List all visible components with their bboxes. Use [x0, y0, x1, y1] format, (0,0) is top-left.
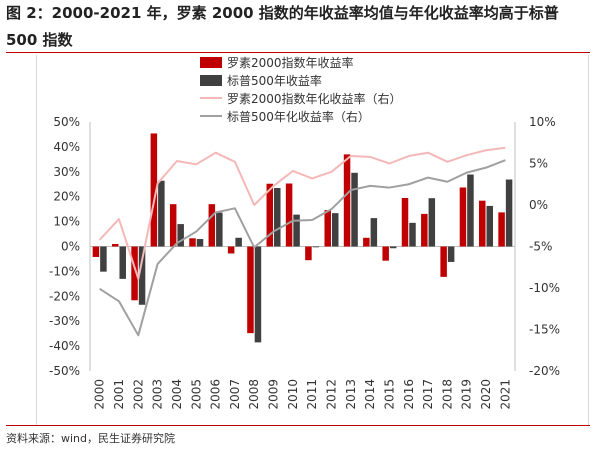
source-note: 资料来源：wind，民生证券研究院: [6, 432, 176, 445]
legend-label: 标普500年化收益率（右）: [227, 109, 370, 124]
right-tick-label: 5%: [529, 157, 548, 171]
x-tick-label: 2013: [344, 379, 358, 410]
sp500-bar: [216, 212, 223, 247]
sp500-bar: [138, 246, 146, 305]
legend-label: 标普500年收益率: [227, 73, 322, 88]
x-tick-label: 2015: [382, 379, 396, 410]
left-tick-label: 40%: [53, 140, 80, 154]
sp500-bar: [235, 237, 242, 247]
left-tick-label: 10%: [53, 215, 80, 229]
russell-bar: [479, 200, 486, 247]
x-tick-label: 2002: [131, 379, 145, 410]
legend-russell-bar-swatch: [200, 57, 222, 68]
right-tick-label: -10%: [529, 281, 560, 295]
right-tick-label: -20%: [529, 364, 560, 378]
x-tick-label: 2019: [460, 379, 474, 410]
footer-divider: [6, 425, 590, 426]
left-tick-label: -20%: [49, 289, 80, 303]
x-tick-label: 2010: [286, 379, 300, 410]
russell-bar: [421, 213, 428, 247]
sp500-bar: [351, 172, 358, 247]
sp500-bar: [447, 246, 455, 262]
russell-bar: [131, 246, 138, 301]
sp500-bar: [331, 213, 339, 247]
russell-annualized-line: [98, 146, 506, 280]
russell-bar: [111, 244, 119, 247]
russell-bar: [247, 246, 254, 334]
chart-title: 图 2：2000-2021 年，罗素 2000 指数的年收益率均值与年化收益率均…: [6, 4, 559, 49]
sp500-bar: [274, 187, 281, 247]
sp500-bar: [177, 224, 184, 247]
legend-sp500-bar-swatch: [200, 75, 222, 86]
sp500-bar: [158, 180, 165, 247]
russell-bar: [324, 210, 331, 247]
sp500-bar: [370, 218, 378, 247]
legend-label: 罗素2000指数年收益率: [227, 55, 354, 70]
russell-bar: [208, 204, 216, 247]
sp500-annualized-line: [99, 159, 506, 337]
x-tick-label: 2003: [151, 379, 165, 410]
sp500-bar: [100, 246, 107, 272]
x-tick-label: 2011: [305, 379, 319, 410]
sp500-bar: [467, 174, 474, 247]
x-tick-label: 2004: [170, 379, 184, 410]
russell-bar: [382, 246, 389, 261]
sp500-bar: [196, 239, 204, 247]
russell-bar: [440, 246, 447, 277]
sp500-bar: [293, 214, 300, 247]
russell-bar: [498, 212, 505, 247]
left-tick-label: -40%: [49, 339, 80, 353]
x-tick-label: 2016: [402, 379, 416, 410]
russell-bar: [285, 183, 293, 247]
russell-bar: [92, 246, 100, 257]
x-tick-label: 2006: [209, 379, 223, 410]
x-tick-label: 2017: [421, 379, 435, 410]
sp500-bar: [428, 198, 436, 247]
x-tick-label: 2000: [93, 379, 107, 410]
legend-label: 罗素2000指数年化收益率（右）: [227, 91, 402, 106]
left-tick-label: -50%: [49, 364, 80, 378]
x-tick-label: 2001: [112, 379, 126, 410]
x-tick-label: 2021: [498, 379, 512, 410]
right-tick-label: 10%: [529, 115, 556, 129]
x-tick-label: 2007: [228, 379, 242, 410]
russell-bar: [363, 237, 370, 247]
sp500-bar: [254, 246, 262, 343]
russell-bar: [227, 246, 235, 254]
russell-bar: [343, 154, 351, 247]
x-tick-label: 2008: [247, 379, 261, 410]
x-tick-label: 2014: [363, 379, 377, 410]
x-tick-label: 2018: [440, 379, 454, 410]
frame-left-border: [36, 55, 37, 425]
russell-bar: [401, 197, 409, 247]
sp500-bar: [505, 179, 513, 247]
sp500-bar: [409, 222, 416, 247]
frame-right-border: [588, 55, 589, 425]
right-tick-label: -5%: [529, 240, 552, 254]
x-tick-label: 2005: [189, 379, 203, 410]
right-tick-label: 0%: [529, 198, 548, 212]
russell-bar: [305, 246, 312, 261]
russell-bar: [169, 204, 177, 247]
sp500-bar: [119, 246, 126, 279]
sp500-bar: [312, 246, 320, 248]
russell-bar: [150, 133, 158, 247]
left-tick-label: 20%: [53, 190, 80, 204]
russell-bar: [189, 238, 196, 247]
left-tick-label: 0%: [61, 240, 80, 254]
x-tick-label: 2020: [479, 379, 493, 410]
right-tick-label: -15%: [529, 323, 560, 337]
left-tick-label: -10%: [49, 264, 80, 278]
title-divider: [6, 52, 590, 53]
left-tick-label: -30%: [49, 314, 80, 328]
x-tick-label: 2009: [267, 379, 281, 410]
sp500-bar: [389, 246, 397, 249]
russell-bar: [266, 183, 274, 247]
russell-bar: [459, 187, 467, 247]
left-tick-label: 50%: [53, 115, 80, 129]
sp500-bar: [486, 205, 494, 247]
x-tick-label: 2012: [324, 379, 338, 410]
left-tick-label: 30%: [53, 165, 80, 179]
